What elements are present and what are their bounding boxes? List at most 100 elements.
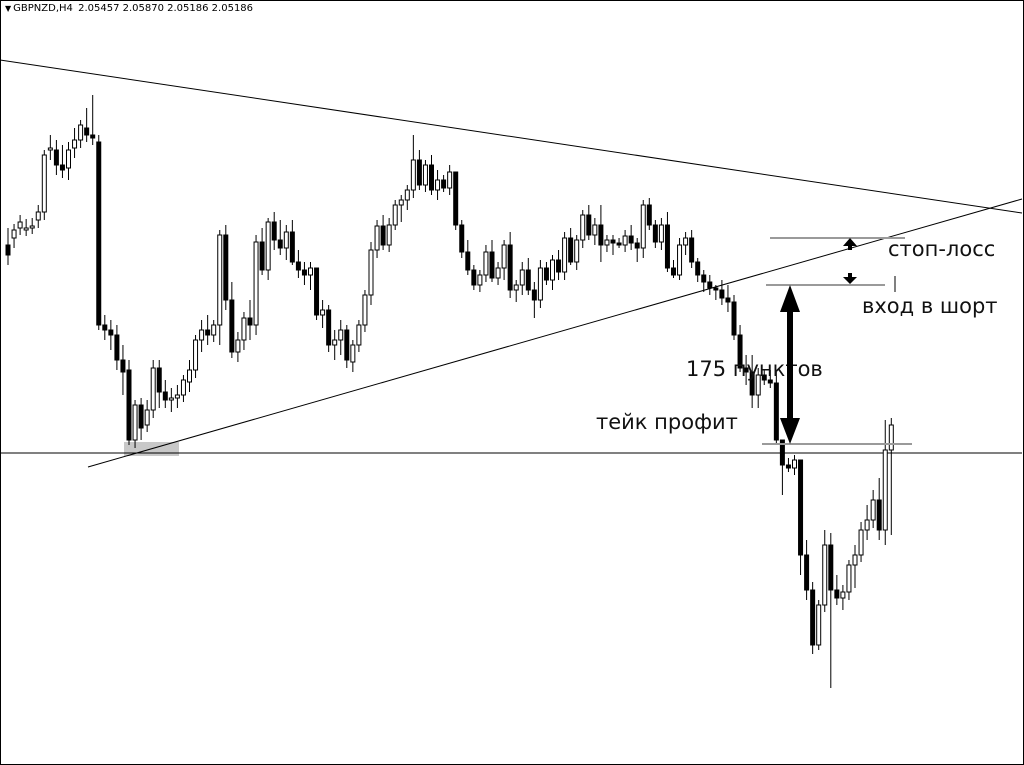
candle-bearish: [277, 239, 283, 249]
candle-bullish: [888, 424, 894, 451]
candle-bullish: [150, 367, 156, 411]
candle-bullish: [241, 317, 247, 341]
candle-bearish: [761, 374, 767, 381]
candle-bullish: [683, 237, 689, 246]
candle-bearish: [586, 214, 592, 236]
distance-double-arrow-icon: [780, 285, 800, 444]
candle-bearish: [779, 439, 785, 466]
candle-bullish: [822, 544, 828, 606]
candle-bearish: [295, 261, 301, 271]
candle-bearish: [271, 221, 277, 241]
candle-bullish: [29, 225, 35, 229]
candle-bearish: [525, 269, 531, 291]
symbol-label: GBPNZD,H4: [13, 3, 73, 14]
candle-bearish: [205, 329, 211, 336]
candle-bullish: [816, 604, 822, 646]
candle-bullish: [398, 199, 404, 206]
candle-bullish: [72, 139, 78, 149]
candle-bullish: [519, 269, 525, 286]
candle-bullish: [356, 324, 362, 346]
candle-bearish: [767, 379, 773, 384]
candle-bearish: [646, 204, 652, 226]
candle-bullish: [447, 171, 453, 189]
candle-bearish: [628, 235, 634, 244]
candle-bullish: [592, 224, 598, 236]
candle-bullish: [187, 369, 192, 383]
symbol-header: ▼ GBPNZD,H4 2.05457 2.05870 2.05186 2.051…: [5, 3, 255, 14]
candle-bullish: [47, 147, 53, 151]
candle-bearish: [810, 589, 816, 646]
candle-bullish: [308, 267, 313, 276]
stop-loss-arrow-up-icon: [843, 238, 857, 250]
candle-bullish: [658, 224, 664, 243]
candle-bearish: [804, 554, 810, 591]
candle-bearish: [671, 267, 676, 276]
candle-bearish: [701, 274, 707, 283]
candle-bearish: [773, 382, 779, 441]
candle-bearish: [471, 269, 477, 286]
candle-bearish: [301, 269, 307, 276]
candle-bullish: [193, 339, 199, 371]
candle-bearish: [459, 224, 465, 253]
candle-bullish: [562, 237, 568, 273]
candle-bullish: [180, 379, 186, 396]
candle-bearish: [326, 309, 332, 346]
candle-bullish: [404, 189, 410, 201]
trendline-lower: [87, 198, 1023, 468]
candle-bearish: [556, 259, 562, 273]
candle-bearish: [695, 261, 701, 276]
candle-bearish: [102, 324, 108, 331]
candle-bullish: [858, 529, 864, 556]
candle-bullish: [574, 239, 580, 263]
candle-bullish: [495, 267, 501, 279]
candle-bullish: [882, 449, 888, 531]
candle-bearish: [453, 171, 459, 226]
candle-bullish: [374, 225, 380, 251]
candle-bullish: [320, 309, 326, 316]
candle-bullish: [283, 231, 289, 249]
candle-bearish: [531, 289, 537, 301]
candle-bearish: [568, 237, 574, 263]
candle-bearish: [652, 224, 658, 243]
candle-bearish: [229, 299, 235, 353]
candle-bullish: [41, 154, 47, 213]
candle-bullish: [17, 221, 23, 229]
candle-bullish: [66, 149, 71, 169]
distance-label: 175 пунктов: [686, 357, 823, 381]
candle-bearish: [598, 224, 604, 246]
candle-bullish: [362, 294, 368, 326]
take-profit-label: тейк профит: [596, 410, 738, 434]
candle-bearish: [126, 369, 132, 441]
candle-bearish: [247, 317, 253, 326]
candle-bullish: [410, 159, 416, 191]
candle-bearish: [707, 281, 713, 289]
candle-bullish: [477, 274, 483, 286]
candle-bullish: [168, 397, 174, 401]
candle-bearish: [664, 224, 670, 269]
candle-bearish: [507, 244, 513, 291]
candle-bullish: [846, 564, 852, 593]
candle-bearish: [289, 231, 295, 263]
candle-bullish: [199, 329, 205, 341]
candle-bearish: [314, 267, 320, 316]
candle-bullish: [11, 229, 17, 239]
candle-bearish: [108, 329, 114, 336]
candle-bullish: [332, 339, 338, 346]
stop-loss-label: стоп-лосс: [888, 237, 995, 261]
candle-bullish: [792, 459, 797, 469]
candle-bearish: [162, 391, 168, 401]
triangle-down-icon[interactable]: ▼: [5, 4, 12, 13]
candle-bullish: [392, 204, 398, 226]
candle-bearish: [96, 141, 102, 326]
candle-bearish: [53, 149, 59, 166]
candle-bearish: [465, 251, 471, 271]
candle-bullish: [677, 244, 683, 276]
candle-bearish: [737, 334, 743, 369]
candle-bullish: [840, 591, 846, 599]
candle-bullish: [501, 244, 507, 269]
candle-bearish: [441, 179, 447, 189]
candle-bearish: [114, 334, 120, 361]
candle-bearish: [834, 589, 840, 599]
